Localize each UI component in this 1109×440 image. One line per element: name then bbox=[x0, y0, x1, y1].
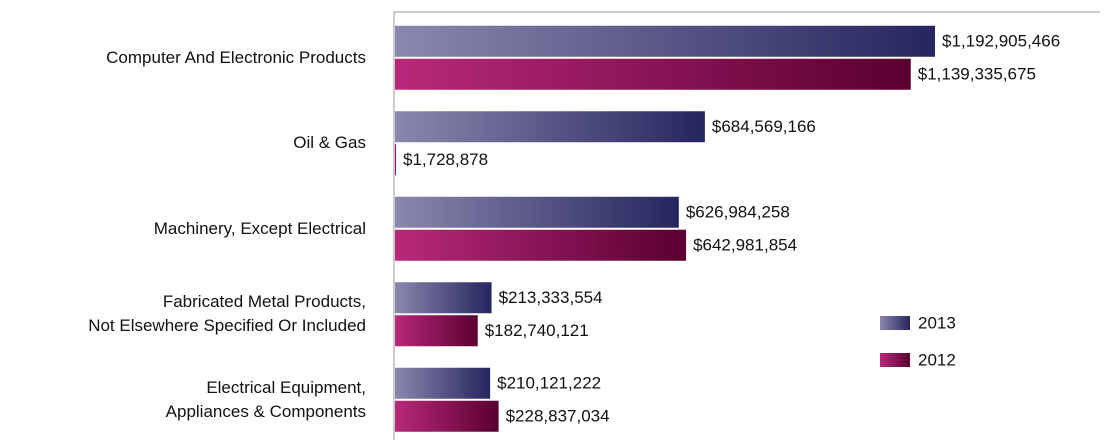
legend-swatch bbox=[880, 353, 910, 367]
category-label: Oil & Gas bbox=[293, 133, 366, 153]
bar bbox=[395, 367, 491, 399]
category-label: Electrical Equipment, Appliances & Compo… bbox=[165, 377, 366, 421]
value-label: $684,569,166 bbox=[712, 117, 816, 136]
value-label: $1,728,878 bbox=[403, 150, 488, 169]
value-label: $210,121,222 bbox=[497, 374, 601, 393]
value-label: $1,139,335,675 bbox=[918, 65, 1036, 84]
legend-label: 2013 bbox=[918, 313, 956, 332]
bar bbox=[395, 111, 705, 143]
bar bbox=[395, 58, 911, 90]
bar bbox=[395, 229, 687, 261]
value-label: $1,192,905,466 bbox=[942, 32, 1060, 51]
bar bbox=[395, 282, 492, 314]
bar bbox=[395, 400, 499, 432]
value-label: $642,981,854 bbox=[693, 236, 797, 255]
legend-label: 2012 bbox=[918, 350, 956, 369]
value-label: $182,740,121 bbox=[485, 321, 589, 340]
bar bbox=[395, 196, 679, 228]
bar bbox=[395, 25, 935, 57]
legend-swatch bbox=[880, 316, 910, 330]
bar bbox=[395, 315, 478, 347]
bar bbox=[395, 144, 396, 176]
category-label: Fabricated Metal Products, Not Elsewhere… bbox=[88, 292, 366, 336]
category-label: Machinery, Except Electrical bbox=[153, 218, 366, 238]
category-label: Computer And Electronic Products bbox=[106, 47, 366, 67]
value-label: $213,333,554 bbox=[499, 288, 603, 307]
value-label: $228,837,034 bbox=[506, 407, 610, 426]
value-label: $626,984,258 bbox=[686, 203, 790, 222]
